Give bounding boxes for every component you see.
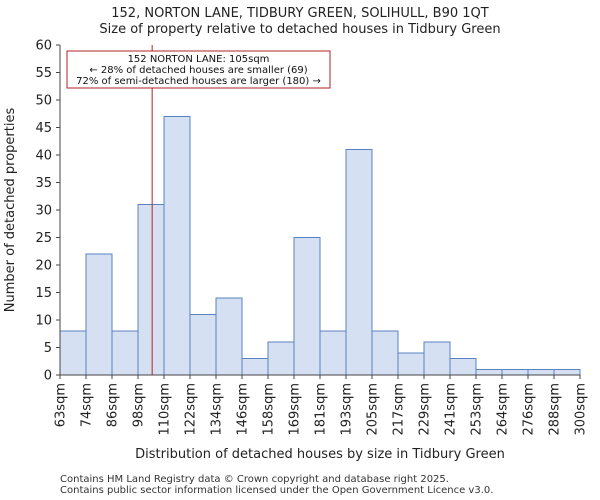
footer-licence: Contains public sector information licen… <box>60 485 494 496</box>
y-tick-label: 0 <box>44 369 52 384</box>
x-tick-label: 146sqm <box>236 383 251 436</box>
histogram-bar <box>267 341 295 376</box>
histogram-bar <box>215 297 243 376</box>
histogram-bar <box>475 369 503 376</box>
histogram-bar <box>423 341 451 376</box>
x-tick-label: 63sqm <box>54 383 69 427</box>
histogram-bar <box>397 352 425 376</box>
chart-subtitle: Size of property relative to detached ho… <box>99 22 501 37</box>
x-tick-label: 110sqm <box>158 383 173 436</box>
x-tick-label: 86sqm <box>106 383 121 427</box>
x-tick-label: 241sqm <box>444 383 459 436</box>
x-tick-label: 134sqm <box>210 383 225 436</box>
y-tick-label: 40 <box>35 149 52 164</box>
histogram-bar <box>501 369 529 376</box>
histogram-bar <box>449 358 477 376</box>
y-tick-label: 30 <box>35 204 52 219</box>
y-tick-label: 35 <box>35 176 52 191</box>
x-tick-label: 98sqm <box>132 383 147 427</box>
x-axis-label: Distribution of detached houses by size … <box>135 447 505 462</box>
x-tick-label: 276sqm <box>522 383 537 436</box>
x-tick-label: 205sqm <box>366 383 381 436</box>
y-tick-label: 55 <box>35 66 52 81</box>
x-tick-label: 217sqm <box>392 383 407 436</box>
x-tick-label: 169sqm <box>288 383 303 436</box>
chart-title: 152, NORTON LANE, TIDBURY GREEN, SOLIHUL… <box>111 6 489 21</box>
annotation-text: 72% of semi-detached houses are larger (… <box>76 76 321 87</box>
y-tick-label: 15 <box>35 286 52 301</box>
y-tick-label: 10 <box>35 314 52 329</box>
histogram-bar <box>553 369 581 376</box>
histogram-bar <box>319 330 347 376</box>
histogram-bar <box>59 330 87 376</box>
x-tick-label: 253sqm <box>470 383 485 436</box>
x-tick-label: 122sqm <box>184 383 199 436</box>
histogram-bar <box>137 204 165 376</box>
y-tick-label: 45 <box>35 121 52 136</box>
histogram-bar <box>241 358 269 376</box>
x-tick-label: 158sqm <box>262 383 277 436</box>
annotation-text: ← 28% of detached houses are smaller (69… <box>89 65 307 76</box>
footer-copyright: Contains HM Land Registry data © Crown c… <box>60 474 449 485</box>
x-tick-label: 181sqm <box>314 383 329 436</box>
histogram-bar <box>527 369 555 376</box>
y-axis-label: Number of detached properties <box>3 108 18 313</box>
annotation-box <box>66 50 331 89</box>
histogram-bar <box>293 237 321 376</box>
x-tick-label: 264sqm <box>496 383 511 436</box>
y-tick-label: 20 <box>35 259 52 274</box>
histogram-bar <box>189 314 217 376</box>
y-tick-label: 50 <box>35 94 52 109</box>
y-tick-label: 5 <box>44 341 52 356</box>
y-tick-label: 60 <box>35 39 52 54</box>
y-tick-label: 25 <box>35 231 52 246</box>
x-tick-label: 229sqm <box>418 383 433 436</box>
x-tick-label: 74sqm <box>80 383 95 427</box>
x-tick-label: 193sqm <box>340 383 355 436</box>
histogram-bar <box>371 330 399 376</box>
histogram-bar <box>163 116 191 376</box>
histogram-bar <box>85 253 113 376</box>
histogram-bar <box>111 330 139 376</box>
x-tick-label: 300sqm <box>574 383 589 436</box>
x-tick-label: 288sqm <box>548 383 563 436</box>
histogram-bar <box>345 149 373 376</box>
annotation-text: 152 NORTON LANE: 105sqm <box>128 54 270 65</box>
